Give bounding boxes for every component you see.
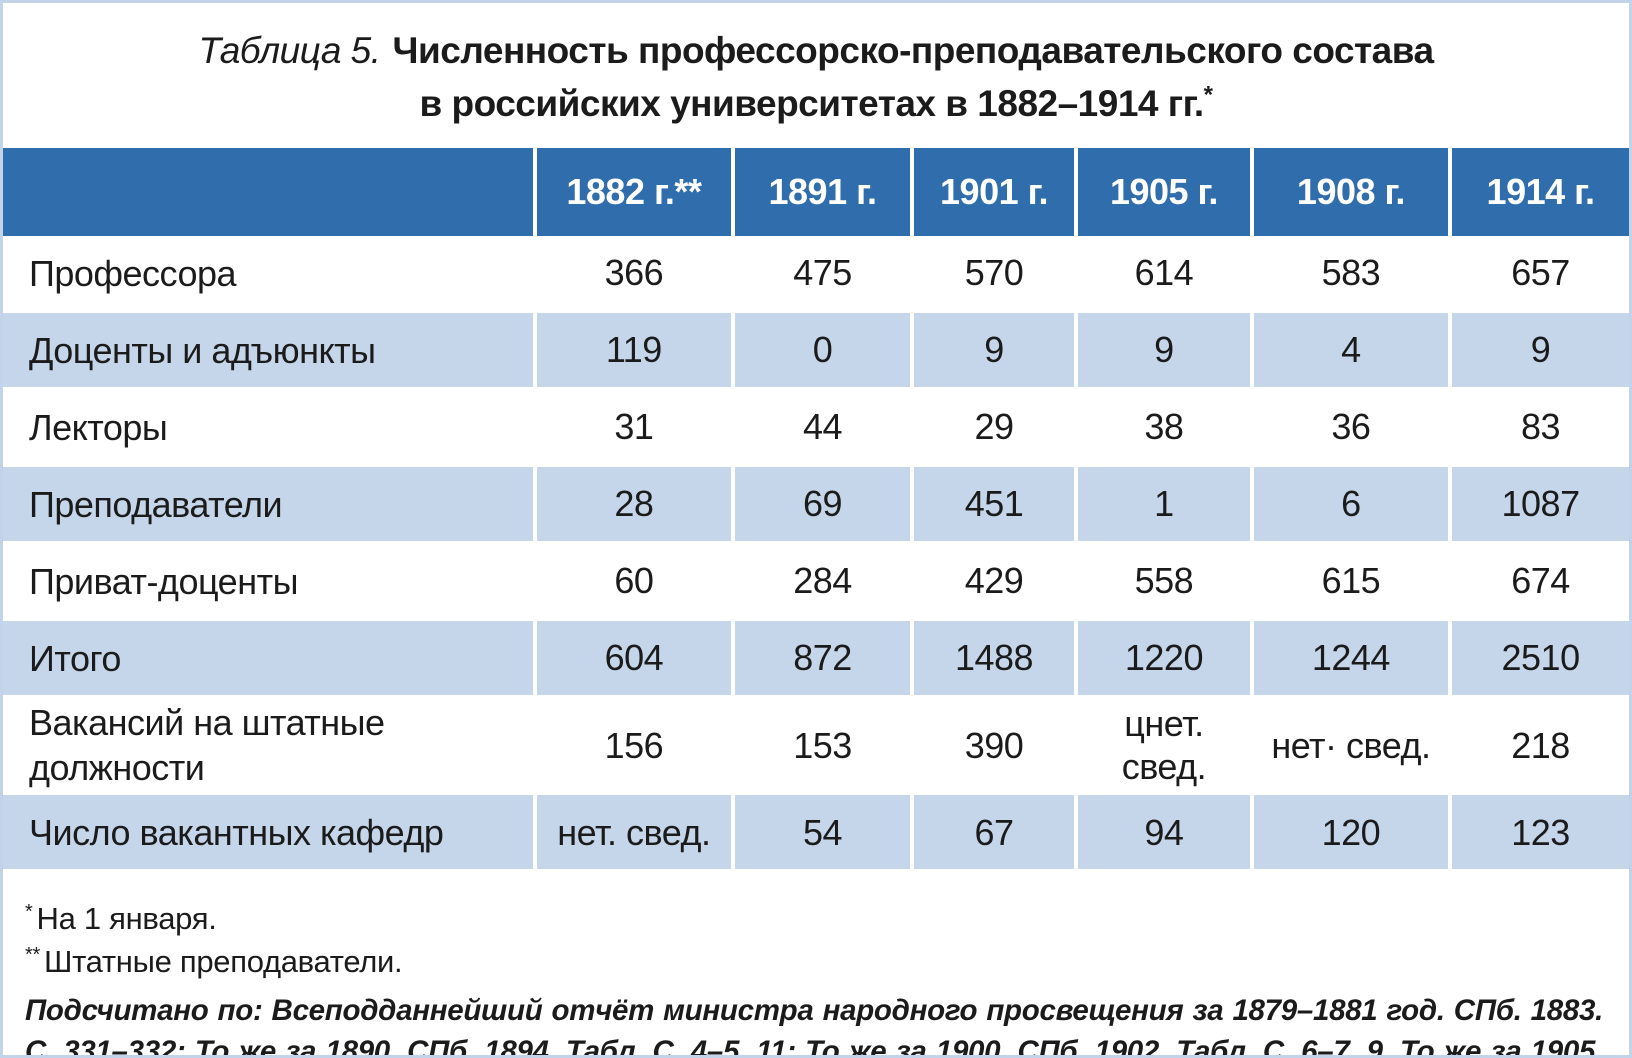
column-header: 1908 г. [1251, 148, 1453, 237]
cell-value: 604 [534, 619, 736, 699]
cell-value: 558 [1076, 542, 1254, 622]
cell-value: 218 [1450, 696, 1629, 796]
cell-value: 1220 [1076, 619, 1254, 699]
table-title: Таблица 5. Численность профессорско-препо… [3, 3, 1629, 148]
cell-value: нет· свед. [1251, 696, 1453, 796]
table-row: Вакансий на штатные должности 156 153 390 цн… [3, 696, 1629, 796]
cell-value: 44 [733, 388, 914, 468]
cell-value: 83 [1450, 388, 1629, 468]
cell-value: 657 [1450, 236, 1629, 314]
title-footnote-marker: * [1203, 81, 1213, 109]
cell-value: цнет. свед. [1076, 696, 1254, 796]
table-row: Преподаватели 28 69 451 1 6 1087 [3, 465, 1629, 545]
cell-value: 67 [911, 793, 1079, 873]
cell-value: 60 [534, 542, 736, 622]
cell-value: 1087 [1450, 465, 1629, 545]
cell-value: 1 [1076, 465, 1254, 545]
table-row: Приват-доценты 60 284 429 558 615 674 [3, 542, 1629, 622]
title-line1: Численность профессорско-преподавательск… [392, 30, 1435, 71]
cell-value: 674 [1450, 542, 1629, 622]
cell-value: 28 [534, 465, 736, 545]
table-number: Таблица 5. [198, 30, 381, 71]
cell-value: 872 [733, 619, 914, 699]
cell-value: 6 [1251, 465, 1453, 545]
header-row: 1882 г.** 1891 г. 1901 г. 1905 г. 1908 г. 191… [3, 148, 1629, 237]
cell-value: 31 [534, 388, 736, 468]
column-header: 1882 г.** [534, 148, 736, 237]
cell-value: нет. свед. [534, 793, 736, 873]
cell-value: 366 [534, 236, 736, 314]
cell-value: 475 [733, 236, 914, 314]
cell-value: 153 [733, 696, 914, 796]
cell-value: 2510 [1450, 619, 1629, 699]
cell-value: 38 [1076, 388, 1254, 468]
row-label: Итого [3, 619, 537, 699]
cell-value: 615 [1251, 542, 1453, 622]
cell-value: 156 [534, 696, 736, 796]
cell-value: 36 [1251, 388, 1453, 468]
cell-value: 390 [911, 696, 1079, 796]
cell-value: 429 [911, 542, 1079, 622]
cell-value: 123 [1450, 793, 1629, 873]
footnote-1: * На 1 января. [25, 898, 1603, 941]
corner-cell [3, 148, 537, 237]
cell-value: 583 [1251, 236, 1453, 314]
column-header: 1901 г. [911, 148, 1079, 237]
footnote-1-text: На 1 января. [36, 901, 217, 937]
cell-value: 1488 [911, 619, 1079, 699]
cell-value: 9 [1076, 311, 1254, 391]
footnote-2-marker: ** [25, 943, 40, 966]
footnote-2-text: Штатные преподаватели. [43, 944, 403, 980]
cell-value: 120 [1251, 793, 1453, 873]
statistics-table: 1882 г.** 1891 г. 1901 г. 1905 г. 1908 г. 191… [3, 148, 1629, 873]
cell-value: 69 [733, 465, 914, 545]
cell-value: 284 [733, 542, 914, 622]
row-label: Число вакантных кафедр [3, 793, 537, 873]
row-label: Доценты и адъюнкты [3, 311, 537, 391]
cell-value: 4 [1251, 311, 1453, 391]
column-header: 1891 г. [733, 148, 914, 237]
table-row: Доценты и адъюнкты 119 0 9 9 4 9 [3, 311, 1629, 391]
cell-value: 9 [1450, 311, 1629, 391]
cell-value: 614 [1076, 236, 1254, 314]
cell-value: 54 [733, 793, 914, 873]
title-line2: в российских университетах в 1882–1914 г… [419, 82, 1204, 124]
column-header: 1914 г. [1450, 148, 1629, 237]
row-label: Преподаватели [3, 465, 537, 545]
row-label: Профессора [3, 236, 537, 314]
cell-value: 94 [1076, 793, 1254, 873]
table-row: Профессора 366 475 570 614 583 657 [3, 236, 1629, 314]
footnote-2: ** Штатные преподаватели. [25, 941, 1603, 984]
cell-value: 451 [911, 465, 1079, 545]
row-label: Вакансий на штатные должности [3, 696, 537, 796]
table-row: Число вакантных кафедр нет. свед. 54 67 94 12… [3, 793, 1629, 873]
cell-value: 570 [911, 236, 1079, 314]
cell-value: 1244 [1251, 619, 1453, 699]
table-row: Итого 604 872 1488 1220 1244 2510 [3, 619, 1629, 699]
source-note: Подсчитано по: Всеподданнейший отчёт мин… [25, 993, 1603, 1058]
row-label: Приват-доценты [3, 542, 537, 622]
row-label: Лекторы [3, 388, 537, 468]
cell-value: 0 [733, 311, 914, 391]
column-header: 1905 г. [1076, 148, 1254, 237]
footnote-1-marker: * [25, 901, 33, 924]
table-row: Лекторы 31 44 29 38 36 83 [3, 388, 1629, 468]
cell-value: 29 [911, 388, 1079, 468]
cell-value: 9 [911, 311, 1079, 391]
footnotes-block: * На 1 января. ** Штатные преподаватели. П… [3, 872, 1629, 1058]
cell-value: 119 [534, 311, 736, 391]
